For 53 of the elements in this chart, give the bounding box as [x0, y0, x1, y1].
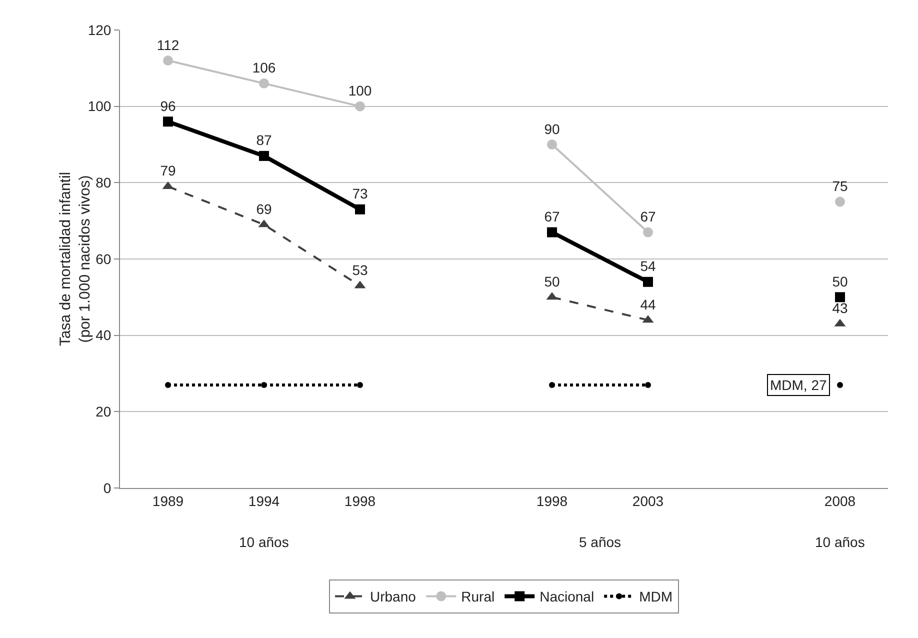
data-label: 73 [352, 186, 368, 202]
text: 5 años [579, 534, 622, 550]
data-label: 43 [832, 300, 848, 316]
point [165, 382, 171, 388]
x-tick-label: 2008 [824, 492, 856, 509]
data-label: 50 [544, 273, 560, 290]
x-tick-label: 2003 [632, 492, 664, 509]
data-label: 69 [256, 200, 272, 217]
point [357, 382, 363, 388]
legend-label: Urbano [370, 588, 416, 605]
annotation: MDM, 27 [770, 377, 827, 393]
data-label: 106 [252, 60, 276, 76]
point [835, 292, 845, 302]
point [261, 382, 267, 388]
legend-label: MDM [639, 588, 673, 605]
data-label: 87 [256, 132, 272, 148]
point [163, 116, 173, 127]
legend-label: Rural [461, 588, 495, 605]
point [645, 382, 651, 388]
data-label: 100 [348, 82, 372, 99]
point [355, 204, 365, 214]
data-label: 67 [544, 208, 560, 225]
point [163, 56, 173, 66]
data-label: 112 [156, 36, 180, 53]
y-axis-title: Tasa de mortalidad infantil (por 1.000 nacidos vivos) [57, 172, 94, 346]
x-tick-label: 1989 [152, 492, 184, 509]
text: 10 años [815, 534, 865, 550]
point [259, 78, 269, 88]
point [835, 196, 845, 207]
x-tick-label: 1994 [248, 492, 280, 509]
x-tick-label: 1998 [344, 492, 376, 509]
y-tick-label: 40 [96, 327, 112, 344]
text: 10 años [239, 534, 289, 550]
data-label: 79 [160, 162, 176, 179]
y-tick-label: 120 [88, 22, 112, 38]
data-label: 75 [832, 178, 848, 194]
point [259, 150, 269, 161]
data-label: 54 [640, 258, 656, 274]
point [549, 382, 555, 388]
point [355, 101, 365, 112]
y-tick-label: 0 [103, 480, 112, 496]
y-tick-label: 100 [88, 98, 112, 114]
y-tick-label: 60 [96, 250, 112, 267]
data-label: 44 [640, 296, 656, 312]
data-label: 53 [352, 262, 368, 278]
y-tick-label: 20 [96, 404, 112, 420]
data-label: 96 [160, 98, 176, 114]
data-label: 90 [544, 120, 560, 137]
data-label: 67 [640, 208, 656, 225]
data-label: 50 [832, 273, 848, 290]
legend-label: Nacional [540, 588, 594, 605]
x-tick-label: 1998 [536, 492, 568, 509]
y-tick-label: 80 [96, 174, 112, 191]
